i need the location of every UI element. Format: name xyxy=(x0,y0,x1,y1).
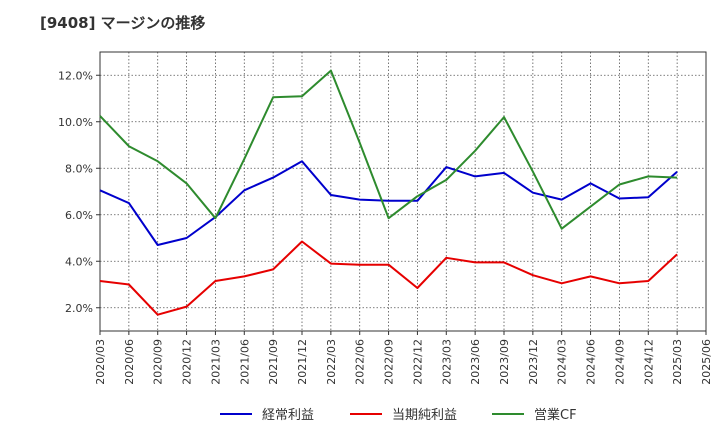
x-tick-label: 2024/12 xyxy=(642,339,655,385)
y-tick-label: 4.0% xyxy=(65,255,93,268)
x-tick-label: 2020/12 xyxy=(181,339,194,385)
legend-label: 経常利益 xyxy=(262,408,314,423)
x-tick-label: 2023/09 xyxy=(498,339,511,385)
x-tick-label: 2023/06 xyxy=(469,339,482,385)
series-lines xyxy=(99,69,678,316)
plot-frame xyxy=(99,51,707,332)
x-tick-label: 2023/12 xyxy=(527,339,540,385)
x-tick-label: 2021/09 xyxy=(267,339,280,385)
series-line-経常利益 xyxy=(99,160,678,246)
x-tick-label: 2021/03 xyxy=(209,339,222,385)
x-tick-label: 2022/03 xyxy=(325,339,338,385)
x-tick-label: 2025/03 xyxy=(671,339,684,385)
y-tick-label: 6.0% xyxy=(65,209,93,222)
x-tick-label: 2020/06 xyxy=(123,339,136,385)
y-tick-label: 10.0% xyxy=(58,116,93,129)
x-tick-label: 2022/09 xyxy=(383,339,396,385)
x-tick-label: 2023/03 xyxy=(440,339,453,385)
x-tick-label: 2022/06 xyxy=(354,339,367,385)
x-tick-label: 2024/09 xyxy=(613,339,626,385)
x-tick-label: 2024/06 xyxy=(585,339,598,385)
grid-lines xyxy=(100,52,706,331)
chart-title: [9408] マージンの推移 xyxy=(40,14,206,32)
x-tick-label: 2020/03 xyxy=(94,339,107,385)
y-tick-label: 8.0% xyxy=(65,162,93,175)
x-tick-label: 2020/09 xyxy=(152,339,165,385)
legend-label: 当期純利益 xyxy=(392,408,457,423)
series-line-当期純利益 xyxy=(99,240,678,316)
x-tick-label: 2022/12 xyxy=(411,339,424,385)
legend: 経常利益 当期純利益 営業CF xyxy=(220,407,577,423)
x-tick-label: 2021/12 xyxy=(296,339,309,385)
y-tick-label: 12.0% xyxy=(58,69,93,82)
y-tick-label: 2.0% xyxy=(65,302,93,315)
series-line-営業CF xyxy=(99,69,678,230)
x-axis: 2020/03 2020/06 2020/09 2020/12 2021/03 2021/… xyxy=(94,331,713,385)
x-tick-label: 2024/03 xyxy=(556,339,569,385)
y-axis: 2.0% 4.0% 6.0% 8.0% 10.0% 12.0% xyxy=(58,69,100,315)
x-tick-label: 2025/06 xyxy=(700,339,713,385)
x-tick-label: 2021/06 xyxy=(238,339,251,385)
legend-label: 営業CF xyxy=(534,407,577,423)
